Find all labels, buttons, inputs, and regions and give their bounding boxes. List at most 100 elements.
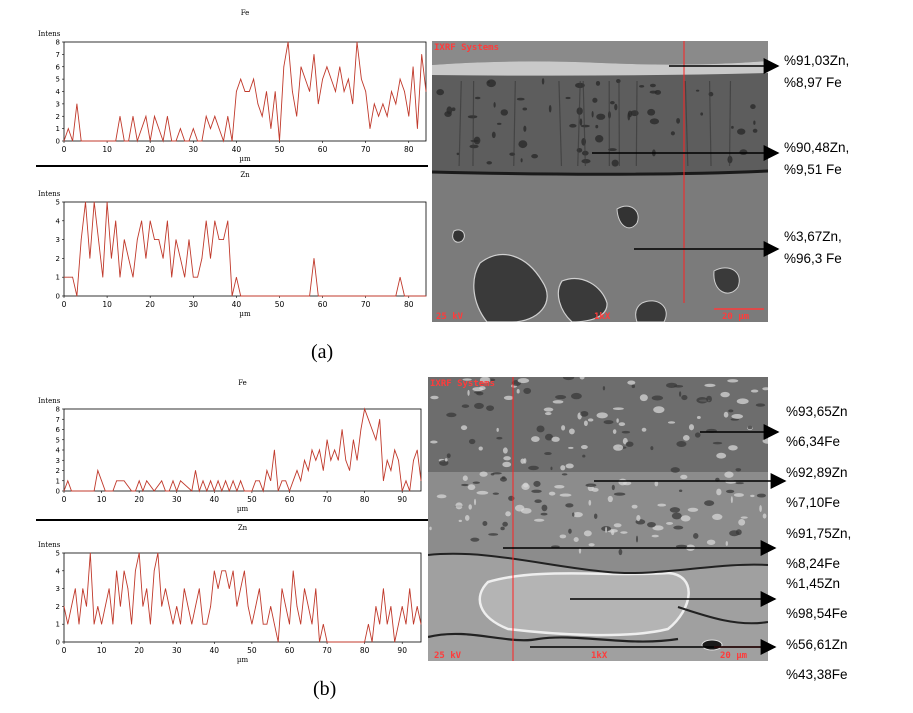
chart-a-zn-point-23 xyxy=(162,258,164,259)
chart-a-fe-point-80 xyxy=(425,91,427,92)
chart-a-zn-point-8 xyxy=(98,239,99,240)
chart-b-zn-point-17 xyxy=(127,588,129,589)
chart-b-zn-point-74 xyxy=(368,623,369,625)
chart-a-zn-point-48 xyxy=(391,295,392,297)
chart-a-fe-point-51 xyxy=(300,66,302,68)
chart-b-fe-point-65 xyxy=(353,439,354,441)
chart-b-zn-point-10 xyxy=(101,623,102,625)
chart-b-zn-point-34 xyxy=(191,623,193,625)
chart-a-fe-point-55 xyxy=(317,103,319,105)
chart-b-fe-ytick-label-6: 6 xyxy=(56,426,61,434)
chart-a-fe-xtick-label-4: 40 xyxy=(232,145,242,154)
annotation-b-3-line-1: %91,75Zn, xyxy=(786,526,852,541)
chart-b-fe-point-54 xyxy=(311,449,313,451)
chart-a-fe-point-16 xyxy=(149,140,151,142)
chart-a-zn-point-18 xyxy=(141,220,142,222)
chart-a-fe-point-61 xyxy=(343,91,345,92)
chart-b-zn-point-44 xyxy=(228,588,230,589)
annotation-b-5: %56,61Zn %43,38Fe xyxy=(786,630,848,690)
chart-b-fe-point-83 xyxy=(420,480,422,482)
chart-b-fe-point-21 xyxy=(176,490,178,492)
chart-a-fe-point-7 xyxy=(102,140,104,142)
chart-a-fe-point-28 xyxy=(201,140,203,142)
chart-a-zn-ytick-label-4: 4 xyxy=(56,217,61,225)
chart-a-fe-ytick-label-6: 6 xyxy=(56,63,61,71)
chart-a-fe-point-38 xyxy=(244,91,246,92)
chart-a-zn-point-29 xyxy=(188,239,190,240)
chart-b-fe-point-48 xyxy=(289,490,290,492)
sem-b-magnification: 1kX xyxy=(591,651,608,661)
chart-a-fe-xtick-label-6: 60 xyxy=(318,145,328,154)
chart-b-zn-point-9 xyxy=(97,606,99,607)
chart-a-fe-point-22 xyxy=(175,140,177,142)
chart-b-zn-point-38 xyxy=(206,623,208,625)
chart-b-zn-ytick-label-0: 0 xyxy=(56,639,60,647)
chart-a-fe-xtick-label-5: 50 xyxy=(275,145,285,154)
chart-a-fe-point-25 xyxy=(188,140,190,142)
sem-b-svg: IXRF Systems 25 kV 1kX 20 µm xyxy=(428,377,768,661)
chart-b-zn-point-1 xyxy=(67,623,69,625)
chart-a-fe-point-8 xyxy=(115,140,117,142)
annotation-a-2: %90,48Zn, %9,51 Fe xyxy=(784,137,849,181)
chart-a-zn-point-35 xyxy=(214,220,216,222)
chart-b-zn-point-47 xyxy=(240,588,241,589)
chart-b-fe-point-63 xyxy=(345,459,347,461)
chart-b-fe-point-13 xyxy=(138,480,140,482)
chart-b-fe-point-51 xyxy=(300,480,302,482)
annotation-b-4-line-2: %98,54Fe xyxy=(786,606,848,621)
chart-a-fe-point-18 xyxy=(158,128,160,129)
chart-a-fe-point-14 xyxy=(141,128,142,129)
chart-b-fe-xtick-label-9: 90 xyxy=(397,495,407,504)
chart-a-fe-xtick-label-2: 20 xyxy=(145,145,155,154)
chart-b-zn-xtick-label-9: 90 xyxy=(397,646,407,655)
chart-b-zn-point-81 xyxy=(394,641,396,643)
chart-b-zn-point-20 xyxy=(138,552,140,554)
chart-a-fe-point-68 xyxy=(373,103,375,105)
chart-a-fe-ytick-label-1: 1 xyxy=(56,125,60,133)
chart-b-fe-point-3 xyxy=(74,490,76,492)
chart-a-zn-point-38 xyxy=(227,220,229,222)
chart-b-fe-point-37 xyxy=(244,490,245,492)
sem-a-svg: IXRF Systems 25 kV 1kX 20 µm xyxy=(432,41,768,322)
chart-b-zn-point-58 xyxy=(281,588,283,589)
chart-b-fe-point-52 xyxy=(304,459,305,461)
chart-a-fe-ytick-label-8: 8 xyxy=(56,39,60,47)
chart-b-zn-point-39 xyxy=(210,606,211,607)
chart-a-fe-xtick-label-0: 0 xyxy=(62,145,67,154)
chart-a-zn-ytick-label-3: 3 xyxy=(56,236,60,244)
chart-a-fe-point-60 xyxy=(339,66,341,68)
sem-b-scale-label: 20 µm xyxy=(720,651,748,661)
chart-b-zn-point-48 xyxy=(244,570,245,572)
annotation-b-4-line-1: %1,45Zn xyxy=(786,576,841,591)
chart-b-zn-point-46 xyxy=(236,606,238,607)
chart-b-zn-point-66 xyxy=(311,623,313,625)
chart-a-fe-point-26 xyxy=(192,128,194,129)
chart-b-fe-point-70 xyxy=(371,429,373,430)
chart-a-fe-point-29 xyxy=(205,115,207,117)
chart-b-fe-ytick-label-5: 5 xyxy=(56,436,60,444)
chart-a-fe-point-72 xyxy=(391,91,392,92)
chart-a-zn-point-12 xyxy=(115,220,117,222)
annotation-b-2-line-2: %7,10Fe xyxy=(786,495,841,510)
chart-b-fe-point-59 xyxy=(330,459,332,461)
chart-a-fe-point-63 xyxy=(352,103,354,105)
chart-a-fe-point-67 xyxy=(369,128,371,129)
chart-b-zn-point-51 xyxy=(255,606,257,607)
chart-b-zn-point-13 xyxy=(112,623,114,625)
chart-a-fe-point-15 xyxy=(145,115,147,117)
chart-divider-a xyxy=(36,165,428,167)
chart-b-zn-series-line xyxy=(63,552,422,643)
chart-a-zn-point-11 xyxy=(111,258,112,259)
chart-a-fe-point-27 xyxy=(197,140,198,142)
chart-a-zn-xtick-label-6: 60 xyxy=(318,300,328,309)
chart-a-fe-point-17 xyxy=(154,115,155,117)
chart-b-fe-point-81 xyxy=(413,459,414,461)
chart-b-fe-point-76 xyxy=(394,449,396,451)
chart-a-zn-xtick-label-1: 10 xyxy=(102,300,112,309)
chart-a-zn-point-40 xyxy=(236,276,237,278)
chart-a-zn: Zn Intens 0 1 2 3 4 5 0 10 20 30 40 50 60 70 80 µm xyxy=(36,168,428,326)
chart-b-zn-point-24 xyxy=(153,570,155,572)
chart-b-fe-point-49 xyxy=(292,480,294,482)
chart-b-zn-xtick-label-2: 20 xyxy=(134,646,144,655)
chart-b-fe-point-34 xyxy=(232,480,234,482)
